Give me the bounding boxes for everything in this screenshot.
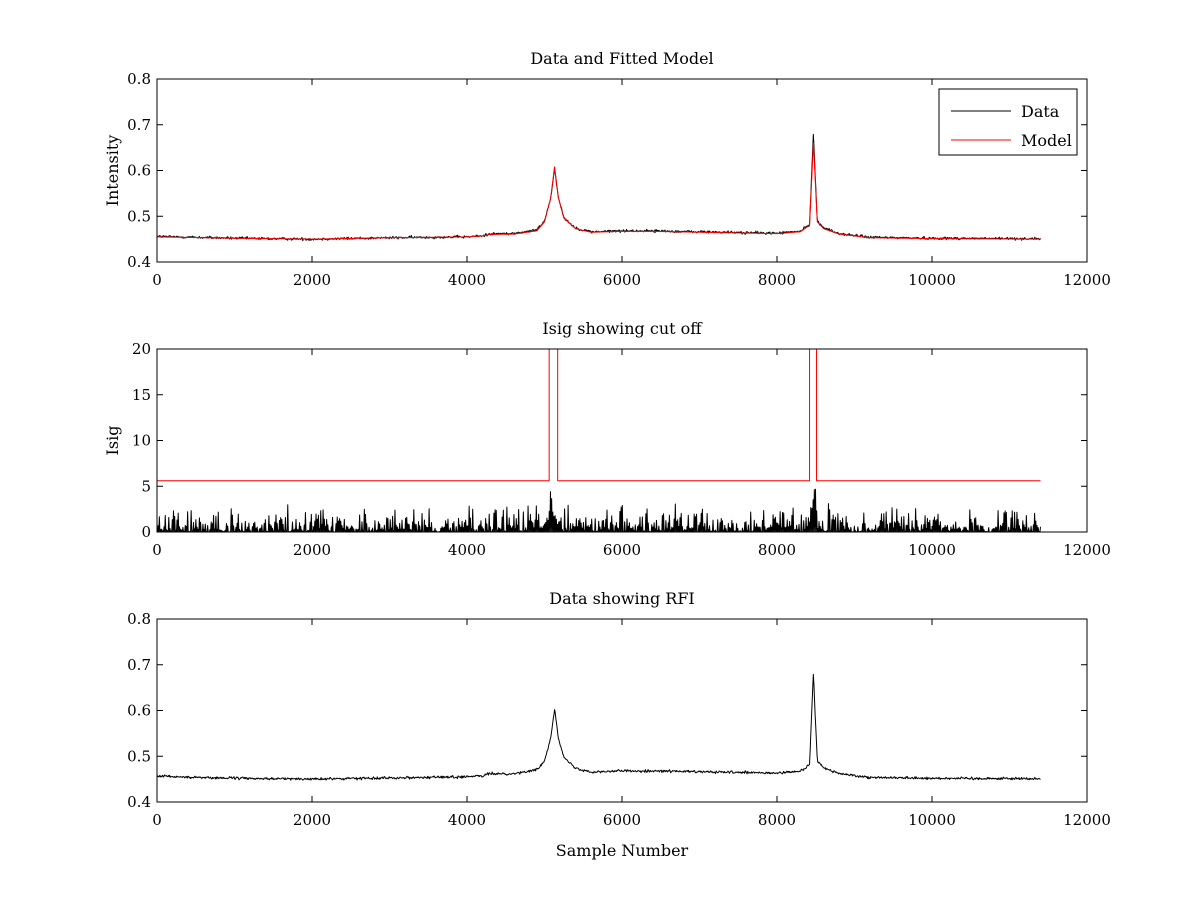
y-tick-label: 0.6	[127, 702, 151, 720]
x-tick-label: 10000	[908, 541, 956, 559]
y-tick-label: 0.8	[127, 70, 151, 88]
y-tick-label: 0.7	[127, 116, 151, 134]
y-tick-label: 0.4	[127, 793, 151, 811]
x-tick-label: 12000	[1063, 811, 1111, 829]
x-tick-label: 6000	[603, 271, 641, 289]
plot-area	[157, 133, 1041, 242]
x-tick-label: 8000	[758, 271, 796, 289]
x-tick-label: 4000	[448, 541, 486, 559]
y-tick-label: 5	[141, 477, 151, 495]
x-tick-label: 10000	[908, 271, 956, 289]
y-tick-label: 0.7	[127, 656, 151, 674]
y-tick-label: 0.6	[127, 162, 151, 180]
x-tick-label: 2000	[293, 541, 331, 559]
legend-label-model: Model	[1021, 131, 1072, 150]
x-tick-label: 4000	[448, 271, 486, 289]
x-tick-label: 8000	[758, 811, 796, 829]
series-line-2	[157, 349, 1041, 482]
x-tick-label: 12000	[1063, 541, 1111, 559]
chart-title: Data showing RFI	[549, 589, 694, 608]
chart-panel-3: 0 2000 4000 6000 8000 10000 12000 0.4 0.5 0.6 0.7 0…	[127, 589, 1111, 860]
x-tick-label: 2000	[293, 271, 331, 289]
x-tick-label: 10000	[908, 811, 956, 829]
legend-box	[938, 88, 1078, 156]
legend-label-data: Data	[1021, 102, 1060, 121]
chart-title: Isig showing cut off	[542, 319, 703, 338]
plot-area	[157, 673, 1041, 781]
x-tick-label: 4000	[448, 811, 486, 829]
x-tick-label: 6000	[603, 541, 641, 559]
x-tick-label: 0	[152, 271, 162, 289]
y-tick-label: 0.8	[127, 610, 151, 628]
x-tick-label: 0	[152, 811, 162, 829]
y-tick-label: 0.4	[127, 253, 151, 271]
y-tick-label: 0	[141, 523, 151, 541]
y-tick-label: 0.5	[127, 747, 151, 765]
y-tick-label: 15	[132, 386, 151, 404]
chart-title: Data and Fitted Model	[530, 49, 713, 68]
legend: Data Model	[938, 88, 1078, 156]
x-tick-label: 8000	[758, 541, 796, 559]
y-axis-label: Intensity	[103, 135, 122, 207]
y-axis-label: Isig	[103, 426, 122, 456]
series-line-1	[157, 673, 1041, 781]
x-tick-label: 12000	[1063, 271, 1111, 289]
chart-panel-2: 0 2000 4000 6000 8000 10000 12000 0 5 10 15 20 Isig …	[103, 319, 1111, 559]
x-tick-label: 6000	[603, 811, 641, 829]
y-tick-label: 10	[132, 432, 151, 450]
chart-panel-1: 0 2000 4000 6000 8000 10000 12000 0.4 0.5 0.6 0.7 0…	[103, 49, 1111, 289]
x-tick-label: 2000	[293, 811, 331, 829]
series-line-1	[157, 488, 1041, 532]
x-axis-label: Sample Number	[556, 841, 689, 860]
series-model	[157, 142, 1041, 240]
y-tick-label: 0.5	[127, 207, 151, 225]
plot-area	[157, 349, 1041, 532]
y-tick-label: 20	[132, 340, 151, 358]
x-tick-label: 0	[152, 541, 162, 559]
